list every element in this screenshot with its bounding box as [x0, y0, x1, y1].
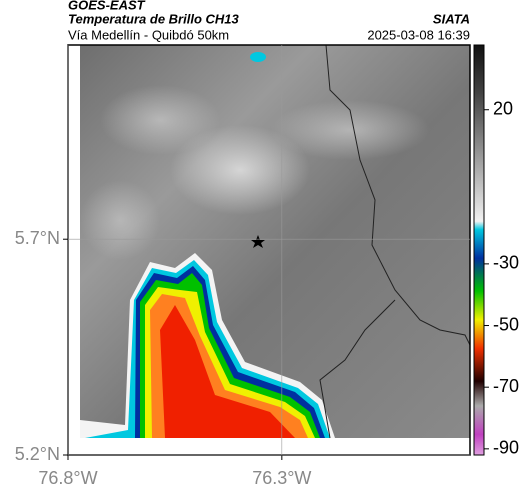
y-tick-label: 5.2°N — [15, 444, 60, 464]
x-tick-label: 76.8°W — [38, 468, 97, 488]
colorbar — [473, 44, 485, 456]
colorbar-tick-label: -70 — [493, 376, 519, 396]
agency: SIATA — [433, 11, 470, 26]
x-tick-label: 76.3°W — [252, 468, 311, 488]
timestamp: 2025-03-08 16:39 — [367, 27, 470, 42]
subtitle: Vía Medellín - Quibdó 50km — [68, 27, 229, 42]
y-tick-label: 5.7°N — [15, 228, 60, 248]
source: GOES-EAST — [68, 0, 146, 12]
colorbar-tick-label: -50 — [493, 314, 519, 334]
colorbar-tick-label: -90 — [493, 438, 519, 458]
satellite-image — [80, 45, 470, 439]
colorbar-tick-label: -30 — [493, 253, 519, 273]
title: Temperatura de Brillo CH13 — [68, 11, 240, 26]
colorbar-tick-label: 20 — [493, 98, 513, 118]
